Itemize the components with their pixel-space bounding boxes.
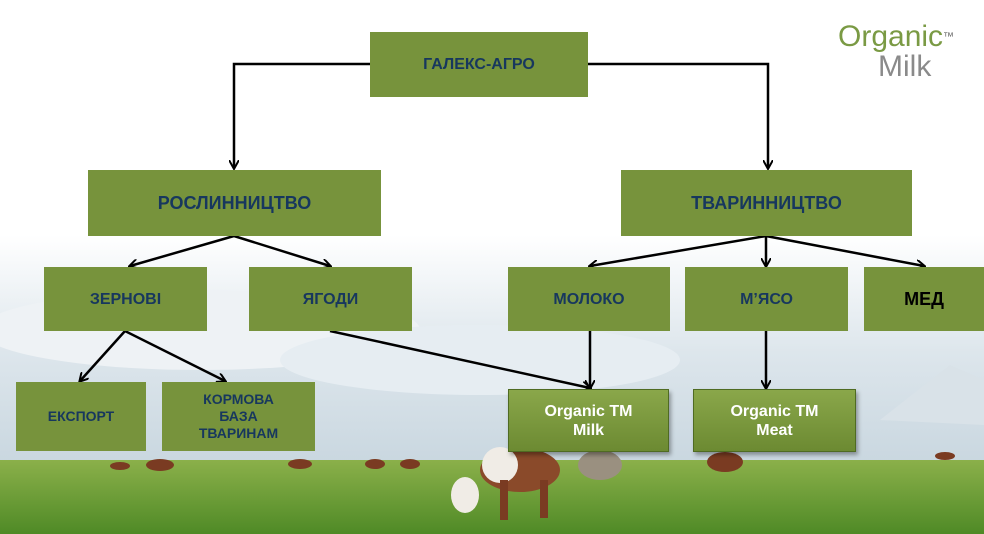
logo-text: Organic	[838, 20, 944, 53]
logo-tm: ™	[943, 31, 955, 43]
node: ТВАРИННИЦТВО	[621, 170, 912, 236]
node-line: Organic TM	[544, 402, 633, 420]
node: Organic TM Milk	[508, 389, 669, 452]
node: Organic TM Meat	[693, 389, 856, 452]
logo: Organic™ Milk	[838, 22, 954, 82]
node-line: БАЗА	[219, 408, 258, 424]
cows	[110, 447, 955, 520]
node: МОЛОКО	[508, 267, 670, 331]
arrows	[80, 62, 924, 388]
node-line: Milk	[572, 421, 605, 439]
node-line: Organic TM	[730, 402, 819, 420]
node: ЕКСПОРТ	[16, 382, 146, 451]
node-line: ТВАРИНАМ	[198, 425, 279, 441]
node: КОРМОВА БАЗА ТВАРИНАМ	[162, 382, 315, 451]
node: РОСЛИННИЦТВО	[88, 170, 381, 236]
logo-text: Milk	[878, 50, 932, 83]
cloud	[280, 325, 680, 395]
node: М’ЯСО	[685, 267, 848, 331]
node-line: КОРМОВА	[203, 391, 274, 407]
node-line: Meat	[756, 421, 793, 439]
node: ЗЕРНОВІ	[44, 267, 207, 331]
node: МЕД	[864, 267, 984, 331]
hill	[880, 365, 984, 425]
node: ЯГОДИ	[249, 267, 412, 331]
node: ГАЛЕКС-АГРО	[370, 32, 588, 97]
